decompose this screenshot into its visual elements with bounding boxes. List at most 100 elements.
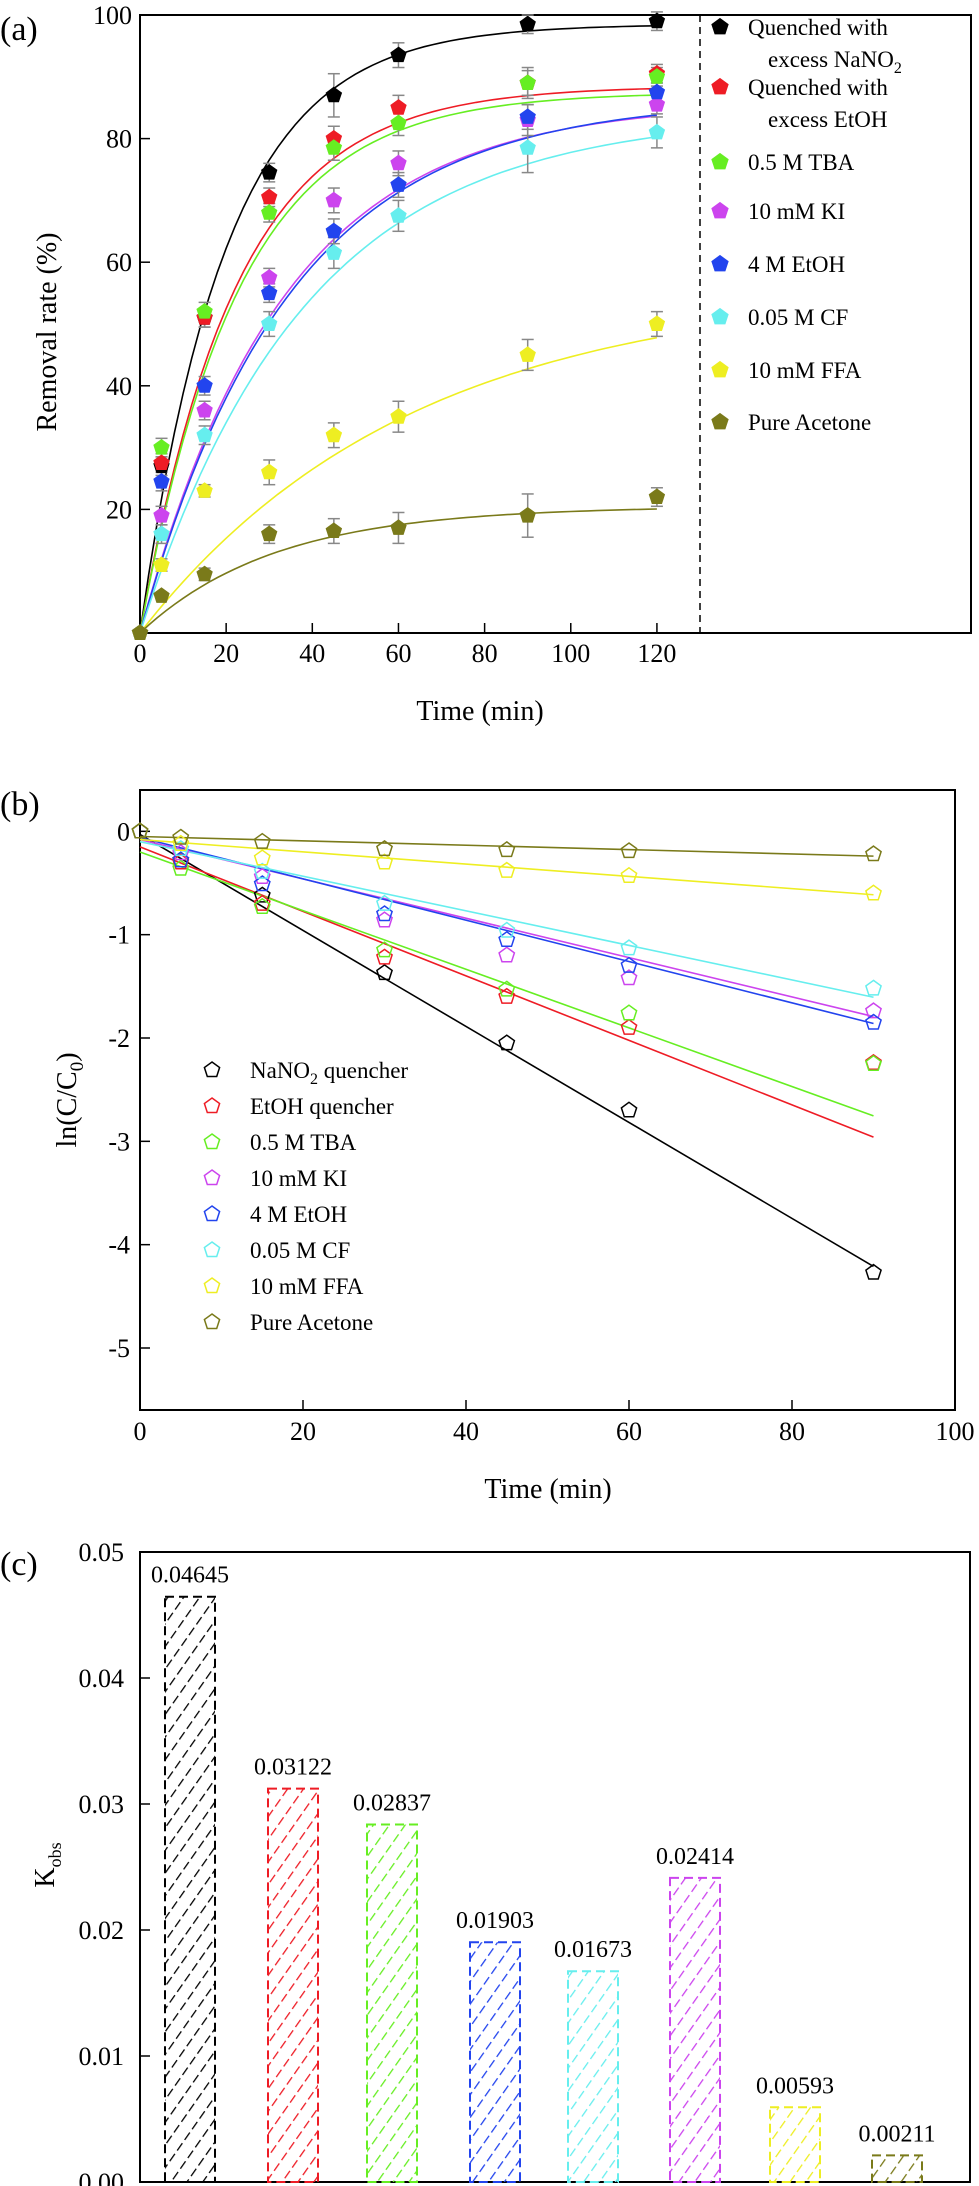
panel-a-point [648, 95, 666, 112]
panel-a-point [390, 408, 407, 424]
panel-b-xtick-label: 100 [936, 1417, 975, 1446]
panel-c-bar [164, 1595, 216, 2183]
panel-a-point [261, 315, 278, 331]
panel-b-point [865, 979, 882, 996]
panel-a-point [325, 244, 343, 260]
panel-a-point [325, 222, 343, 239]
panel-c-value-labels: 0.04645 0.03122 0.02837 0.01903 0.01673 0.024… [151, 1563, 936, 2148]
panel-c-bar [267, 1787, 319, 2184]
panel-a-point [390, 99, 407, 115]
panel-b-legend-marker [203, 1061, 221, 1078]
panel-b-point [498, 946, 516, 963]
panel-a-ylabel: Removal rate (%) [32, 232, 63, 431]
panel-b-point [865, 1053, 882, 1071]
panel-a-legend-label-line2: excess EtOH [768, 107, 887, 132]
panel-a-removal-rate: (a) 0 20 40 60 80 100 120 20 40 60 80 100 Time (min… [0, 1, 972, 727]
panel-a-legend-marker [711, 77, 729, 95]
panel-b-legend-label: 4 M EtOH [250, 1202, 347, 1227]
panel-a-frame [139, 14, 972, 634]
panel-b-point [620, 1018, 638, 1035]
panel-c-value-label: 0.02414 [656, 1844, 734, 1870]
panel-b-legend: NaNO2 quencher EtOH quencher 0.5 M TBA 10 m… [203, 1058, 408, 1335]
panel-b-fit-line [139, 835, 874, 857]
panel-a-point [196, 426, 213, 443]
panel-b-fit-line [139, 838, 874, 896]
panel-a-label: (a) [0, 11, 38, 48]
panel-b-point [172, 853, 190, 870]
panel-a-point [325, 139, 343, 155]
panel-a-point [153, 587, 170, 603]
panel-b-point [376, 894, 393, 911]
panel-c-bar [567, 1970, 619, 2184]
panel-b-point [498, 980, 516, 997]
panel-b-legend-label: NaNO2 quencher [250, 1058, 408, 1088]
panel-b-point [376, 839, 393, 857]
panel-b-legend-marker [203, 1313, 221, 1330]
panel-b-point [865, 1013, 882, 1030]
panel-b-point [253, 849, 271, 866]
panel-a-point [325, 191, 343, 208]
panel-a-legend-label: 0.05 M CF [748, 305, 848, 330]
panel-b-legend-label: 10 mM KI [250, 1166, 347, 1191]
panel-b-ytick-label: 0 [117, 817, 130, 846]
panel-b-point [498, 840, 516, 858]
panel-c-value-label: 0.00211 [858, 2121, 935, 2147]
panel-a-point [519, 108, 536, 124]
panel-b-point [376, 941, 393, 958]
panel-a-point [519, 74, 536, 90]
panel-a-point [325, 522, 343, 538]
panel-b-point [620, 1101, 638, 1118]
panel-b-point [620, 842, 638, 859]
panel-b-legend-marker [203, 1097, 221, 1114]
panel-b-legend-label: 0.5 M TBA [250, 1130, 357, 1155]
panel-a-legend-marker [711, 201, 729, 219]
panel-a-ytick-label: 20 [106, 495, 132, 524]
panel-a-legend-label: Quenched with [748, 75, 888, 100]
panel-a-xtick-label: 120 [637, 639, 676, 668]
panel-b-ln-kinetics: (b) 0 20 40 60 80 100 0 -1 -2 -3 -4 -5 Time (min) l… [0, 786, 975, 1505]
panel-b-point [498, 930, 516, 948]
panel-a-point [519, 139, 536, 155]
panel-b-legend-label: 10 mM FFA [250, 1274, 364, 1299]
panel-c-ytick-label: 0.02 [79, 1916, 125, 1945]
panel-b-point [865, 1002, 882, 1019]
panel-a-ytick-label: 80 [106, 125, 132, 154]
panel-b-point [620, 1004, 638, 1021]
panel-c-ticks: 0.00 0.01 0.02 0.03 0.04 0.05 [79, 1538, 150, 2186]
panel-a-point [261, 204, 278, 220]
panel-c-value-label: 0.04645 [151, 1563, 229, 1589]
panel-b-point [498, 861, 516, 878]
panel-c-kobs-bars: (c) 0.00 0.01 0.02 0.03 0.04 0.05 Kobs 0.0464… [0, 1538, 971, 2186]
panel-c-value-label: 0.01673 [554, 1937, 632, 1963]
panel-a-point [153, 556, 170, 572]
panel-a-point [390, 519, 407, 535]
panel-a-legend-label: 0.5 M TBA [748, 150, 855, 175]
panel-a-xtick-label: 40 [299, 639, 325, 668]
panel-b-point [172, 851, 190, 868]
panel-b-point [253, 875, 271, 892]
panel-a-legend-marker [711, 152, 729, 170]
panel-a-xtick-label: 80 [472, 639, 498, 668]
panel-c-ytick-label: 0.00 [79, 2168, 125, 2186]
panel-c-ytick-label: 0.01 [79, 2042, 125, 2071]
panel-b-legend-label: EtOH quencher [250, 1094, 394, 1119]
panel-a-point [390, 207, 407, 223]
panel-a-point [196, 482, 213, 498]
panel-a-point [519, 346, 536, 362]
panel-b-point [253, 832, 271, 849]
panel-c-bar [469, 1941, 521, 2184]
panel-a-legend-marker [711, 412, 729, 430]
panel-a-point [648, 12, 666, 29]
panel-b-point [253, 894, 271, 911]
panel-b-legend-marker [203, 1277, 221, 1294]
panel-b-xlabel: Time (min) [484, 1474, 611, 1505]
panel-a-point [648, 315, 666, 331]
panel-b-legend-label: 0.05 M CF [250, 1238, 350, 1263]
panel-c-value-label: 0.03122 [254, 1755, 332, 1781]
panel-a-point [196, 565, 213, 582]
panel-b-point [620, 866, 638, 883]
panel-a-point [196, 302, 213, 319]
panel-a-point [261, 188, 278, 205]
